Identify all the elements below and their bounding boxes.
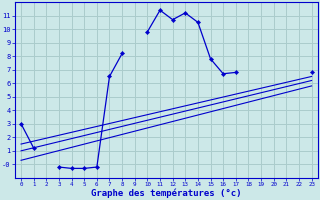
X-axis label: Graphe des températures (°c): Graphe des températures (°c) bbox=[91, 188, 242, 198]
